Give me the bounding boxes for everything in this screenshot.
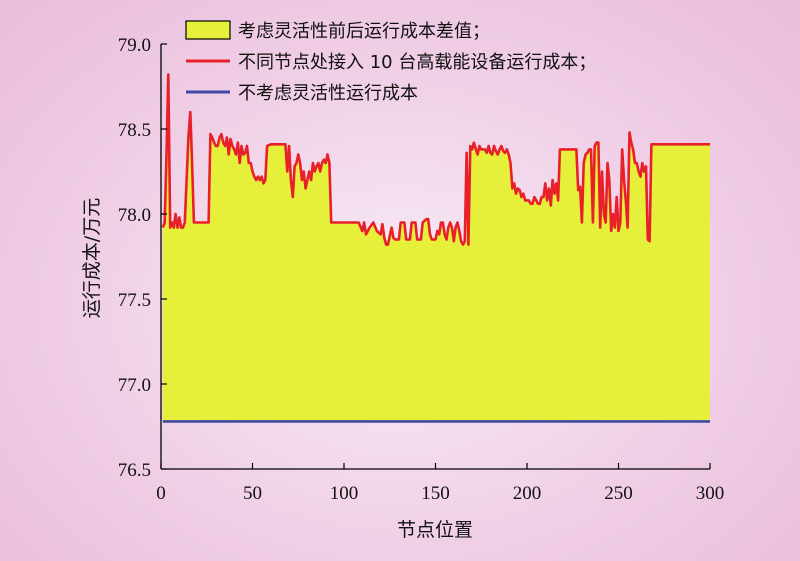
y-tick-label: 79.0 [118,35,151,56]
x-tick-label: 100 [330,483,359,504]
y-tick-label: 78.0 [118,205,151,226]
y-tick-label: 77.5 [118,290,151,311]
series-line-high-load-cost [161,73,710,246]
x-tick-label: 0 [156,483,166,504]
y-tick-label: 78.5 [118,120,151,141]
x-tick-label: 200 [513,483,542,504]
legend-label: 考虑灵活性前后运行成本差值； [238,21,490,42]
legend: 考虑灵活性前后运行成本差值； 不同节点处接入 10 台高载能设备运行成本； 不考虑灵… [185,20,596,104]
y-tick-label: 76.5 [118,460,151,481]
x-tick-label: 150 [421,483,450,504]
plot-area [161,73,711,423]
x-axis-title: 节点位置 [397,519,473,541]
difference-area [162,74,711,422]
y-tick-label: 77.0 [118,375,151,396]
x-tick-label: 50 [243,483,262,504]
y-axis-title: 运行成本/万元 [81,198,103,318]
legend-swatch-fill [185,20,231,40]
x-tick-label: 300 [696,483,725,504]
legend-label: 不同节点处接入 10 台高载能设备运行成本； [238,52,596,73]
x-tick-label: 250 [604,483,633,504]
axes: 76.5 77.0 77.5 78.0 78.5 79.0 0 50 100 150 200 250 3… [118,35,725,504]
legend-label: 不考虑灵活性运行成本 [238,83,418,104]
